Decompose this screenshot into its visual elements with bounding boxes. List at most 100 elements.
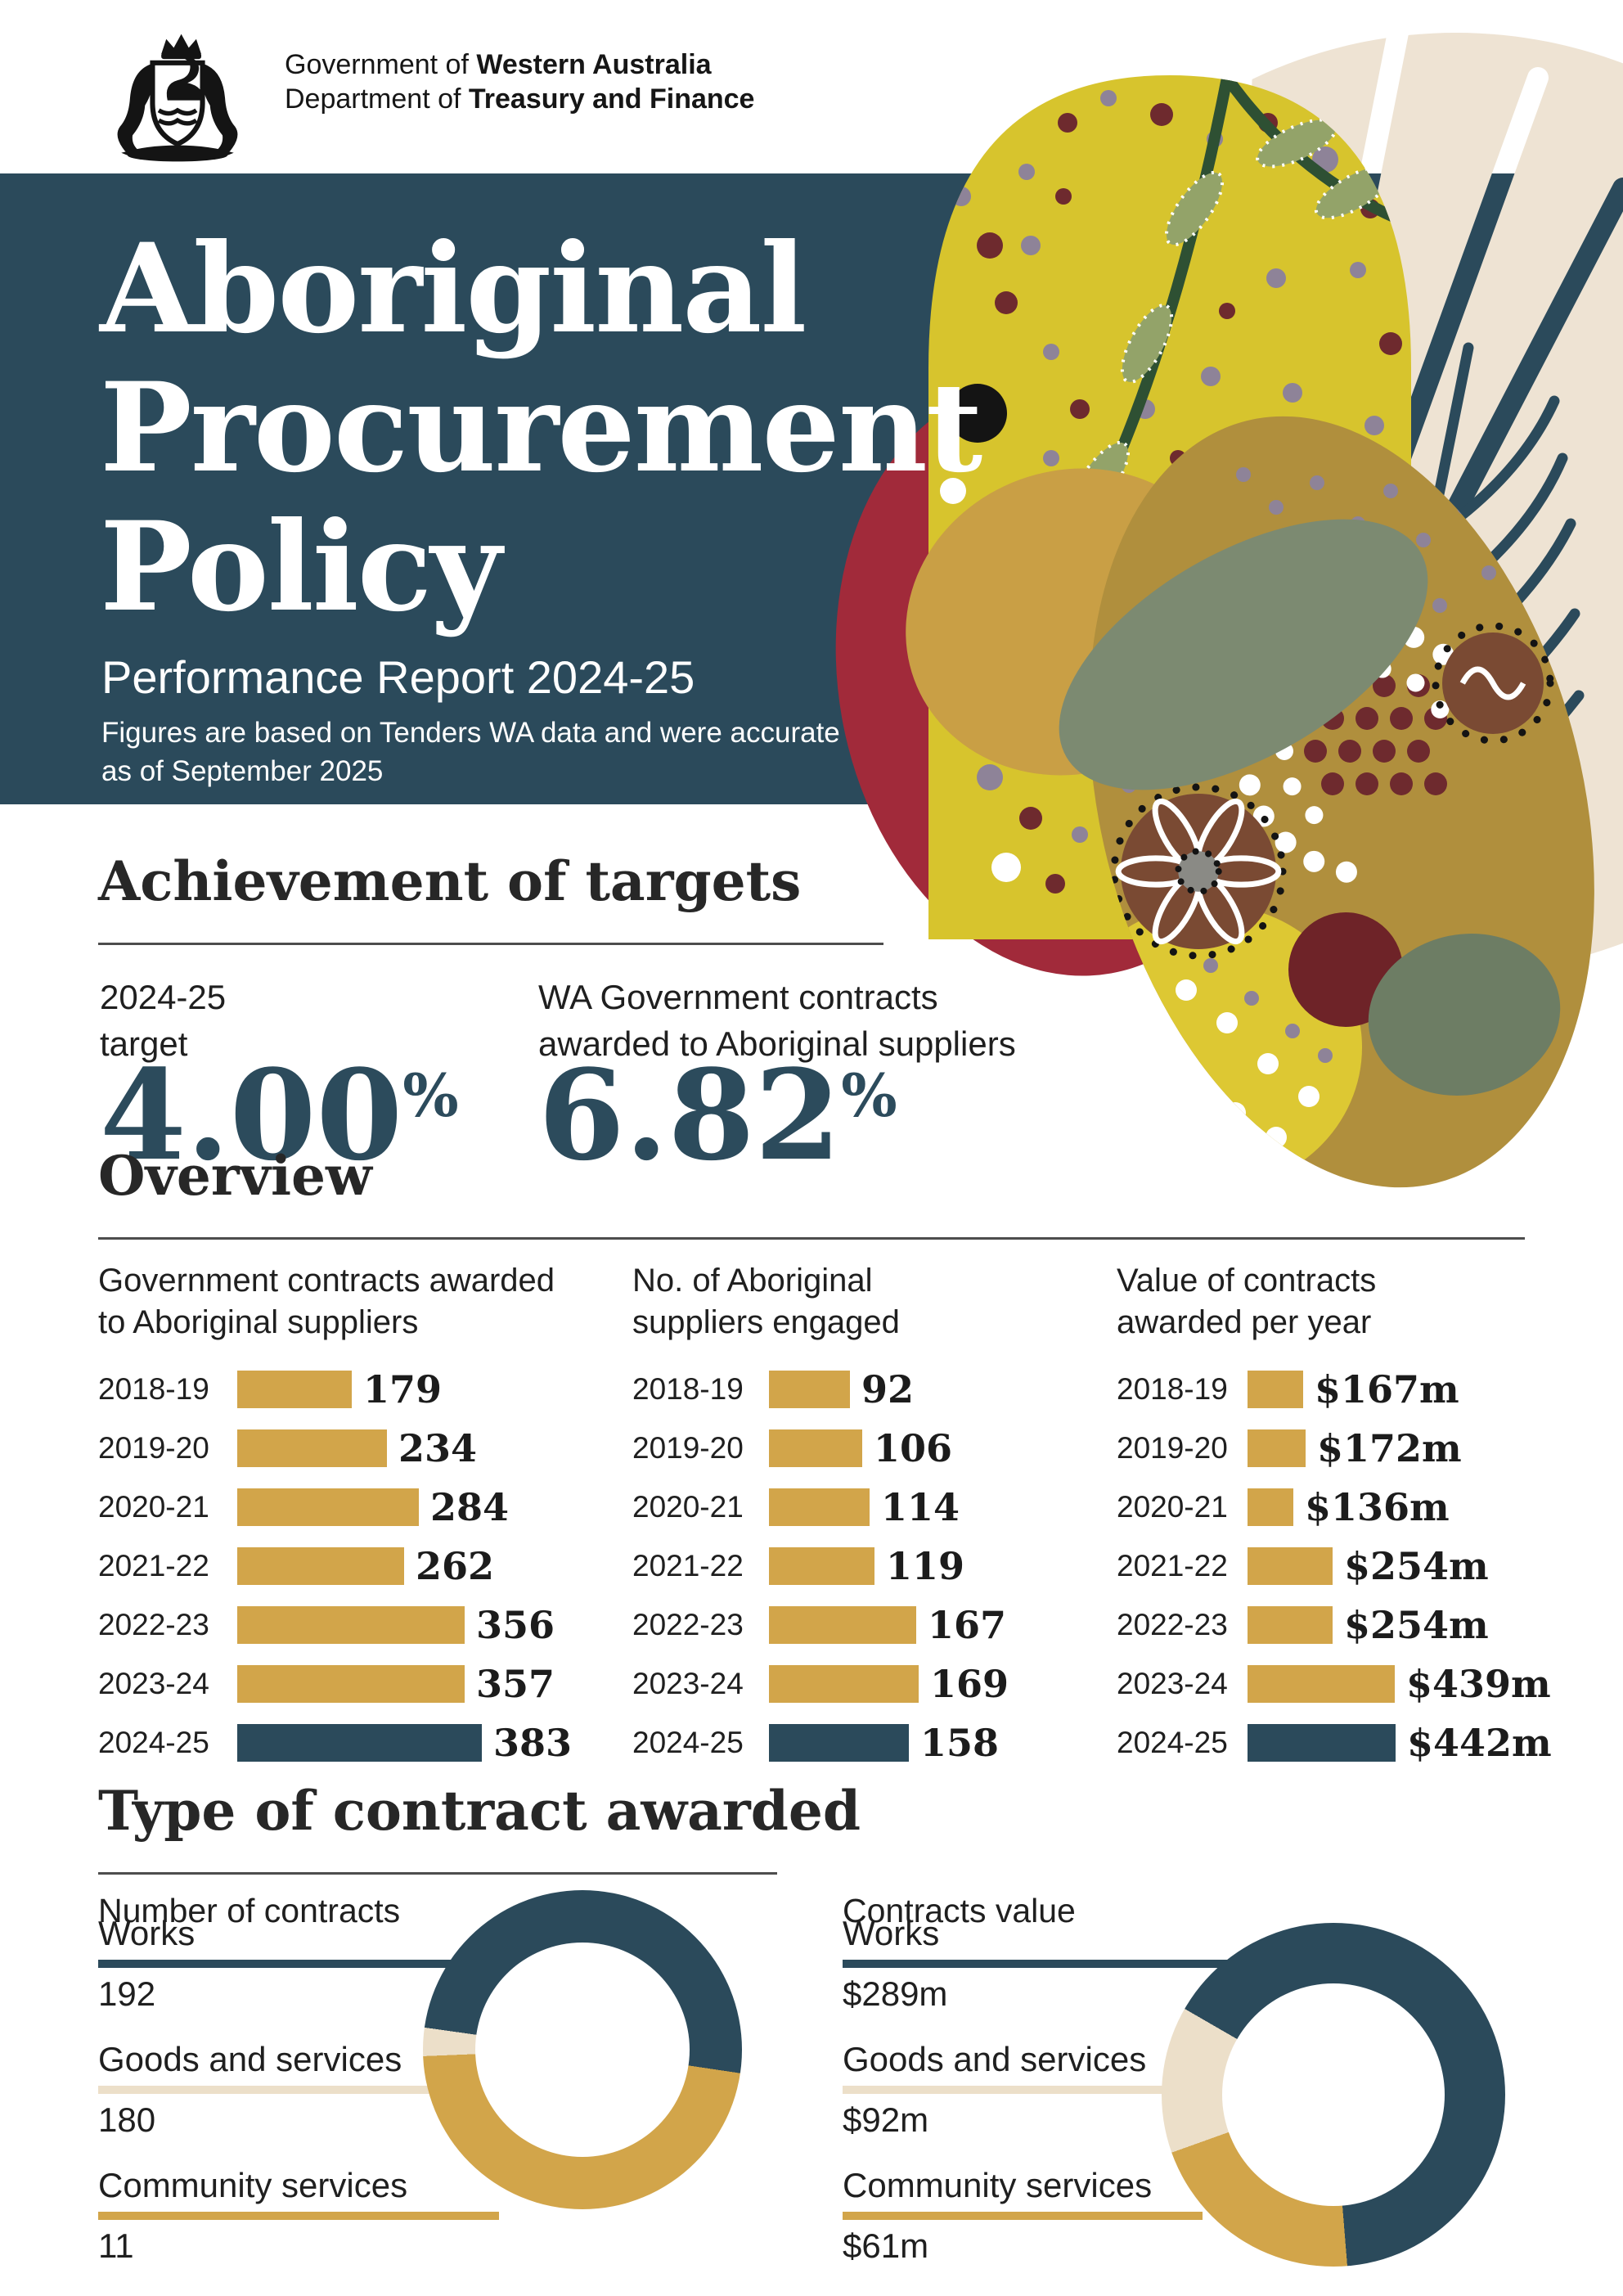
bar-year-label: 2021-22	[1117, 1549, 1228, 1582]
bar-row: 2024-25 158	[632, 1713, 1115, 1772]
legend-label: Community services	[98, 2166, 408, 2204]
legend-callout-line	[98, 2086, 458, 2094]
bar-row: 2024-25 383	[98, 1713, 638, 1772]
legend-callout-line	[843, 2086, 1194, 2094]
bar-rect	[1248, 1429, 1306, 1467]
bar-value-label: $254m	[1344, 1544, 1489, 1588]
bar-chart-contracts: 2018-19 179 2019-20 234 2020-21 284 2021-22 262…	[98, 1360, 638, 1772]
legend-label: Goods and services	[98, 2040, 402, 2078]
achieved-label: WA Government contracts awarded to Abori…	[538, 978, 1016, 1063]
bar-value-label: 356	[476, 1603, 555, 1647]
bar-year-label: 2023-24	[1117, 1667, 1228, 1700]
bar-rect	[237, 1371, 352, 1408]
legend-item: Goods and services $92m	[843, 2039, 1301, 2141]
bar-rect	[237, 1724, 482, 1762]
bar-value-label: $167m	[1315, 1367, 1459, 1411]
legend-item: Works $289m	[843, 1913, 1301, 2015]
bar-rect	[237, 1665, 465, 1703]
bar-value-label: 357	[476, 1662, 555, 1706]
bar-rect	[769, 1488, 870, 1526]
legend-callout-line	[98, 2212, 499, 2220]
bar-chart-value: 2018-19 $167m 2019-20 $172m 2020-21 $136m 2021…	[1117, 1360, 1607, 1772]
bar-row: 2018-19 92	[632, 1360, 1115, 1419]
legend-callout-line	[98, 1960, 491, 1968]
title-line-1: Aboriginal	[100, 217, 807, 361]
overview-section-heading: Overview	[98, 1144, 372, 1208]
bar-rect	[769, 1665, 919, 1703]
bar-row: 2021-22 262	[98, 1537, 638, 1596]
bar-rect	[1248, 1724, 1396, 1762]
bar-rect	[1248, 1665, 1395, 1703]
olive-egg-shape	[1368, 934, 1561, 1096]
bar-rect	[237, 1547, 404, 1585]
bar-value-label: 284	[430, 1485, 510, 1529]
bar-value-label: $254m	[1344, 1603, 1489, 1647]
bar-value-label: $442m	[1407, 1721, 1552, 1765]
legend-callout-line	[843, 2212, 1203, 2220]
legend-value: 192	[98, 1974, 156, 2013]
bar-row: 2024-25 $442m	[1117, 1713, 1607, 1772]
bar-rect	[237, 1606, 465, 1644]
overview-rule	[98, 1237, 1525, 1240]
bar-year-label: 2019-20	[1117, 1431, 1228, 1465]
targets-rule	[98, 943, 883, 945]
bar-row: 2021-22 119	[632, 1537, 1115, 1596]
bar-rect	[769, 1547, 874, 1585]
bar-rect	[1248, 1371, 1303, 1408]
bar-year-label: 2024-25	[98, 1726, 209, 1759]
chart-title-value: Value of contracts awarded per year	[1117, 1263, 1377, 1340]
target-label: 2024-25 target	[100, 978, 227, 1063]
bar-rect	[237, 1429, 387, 1467]
bar-year-label: 2021-22	[632, 1549, 744, 1582]
donut-legend-count: Works 192 Goods and services 180 Community s…	[98, 1913, 556, 2291]
bar-row: 2023-24 357	[98, 1654, 638, 1713]
bar-value-label: 106	[874, 1426, 953, 1470]
bar-rect	[1248, 1547, 1333, 1585]
bar-value-label: 234	[398, 1426, 478, 1470]
bar-year-label: 2019-20	[632, 1431, 744, 1465]
bar-value-label: 92	[861, 1367, 915, 1411]
org-line-2: Department of Treasury and Finance	[285, 83, 755, 115]
data-source-note: Figures are based on Tenders WA data and…	[101, 717, 840, 787]
wa-coat-of-arms-icon	[117, 34, 238, 162]
target-value: 4.00%	[100, 1042, 459, 1188]
legend-callout-line	[843, 1960, 1276, 1968]
bar-rect	[769, 1606, 916, 1644]
bar-row: 2022-23 167	[632, 1596, 1115, 1654]
bar-year-label: 2018-19	[632, 1372, 744, 1406]
report-subtitle: Performance Report 2024-25	[101, 651, 695, 703]
bar-row: 2018-19 $167m	[1117, 1360, 1607, 1419]
bar-value-label: $439m	[1406, 1662, 1551, 1706]
bar-value-label: 262	[416, 1544, 495, 1588]
bar-year-label: 2019-20	[98, 1431, 209, 1465]
donut-chart-value	[1162, 1923, 1505, 2267]
legend-value: $61m	[843, 2226, 929, 2265]
donut-title-count: Number of contracts	[98, 1892, 401, 1929]
bar-year-label: 2022-23	[632, 1608, 744, 1641]
bar-year-label: 2020-21	[98, 1490, 209, 1524]
legend-label: Community services	[843, 2166, 1153, 2204]
page-title: Aboriginal Procurement Policy	[100, 219, 1000, 637]
bar-row: 2020-21 $136m	[1117, 1478, 1607, 1537]
bar-value-label: 167	[928, 1603, 1007, 1647]
department-name: Government of Western Australia Departme…	[285, 47, 754, 116]
bar-row: 2019-20 106	[632, 1419, 1115, 1478]
legend-value: 180	[98, 2100, 156, 2139]
bar-row: 2018-19 179	[98, 1360, 638, 1419]
bar-rect	[769, 1429, 862, 1467]
legend-item: Community services 11	[98, 2165, 556, 2267]
chart-title-contracts: Government contracts awarded to Aborigin…	[98, 1263, 555, 1340]
title-line-2: Procurement	[100, 356, 982, 500]
bar-row: 2019-20 234	[98, 1419, 638, 1478]
legend-value: 11	[98, 2226, 134, 2265]
bar-year-label: 2022-23	[1117, 1608, 1228, 1641]
legend-value: $289m	[843, 1974, 948, 2013]
achieved-value: 6.82%	[538, 1042, 897, 1188]
bar-row: 2023-24 169	[632, 1654, 1115, 1713]
legend-label: Goods and services	[843, 2040, 1147, 2078]
bar-rect	[1248, 1488, 1293, 1526]
org-line-1: Government of Western Australia	[285, 49, 712, 80]
title-line-3: Policy	[100, 495, 501, 639]
donut-chart-count	[423, 1890, 742, 2209]
